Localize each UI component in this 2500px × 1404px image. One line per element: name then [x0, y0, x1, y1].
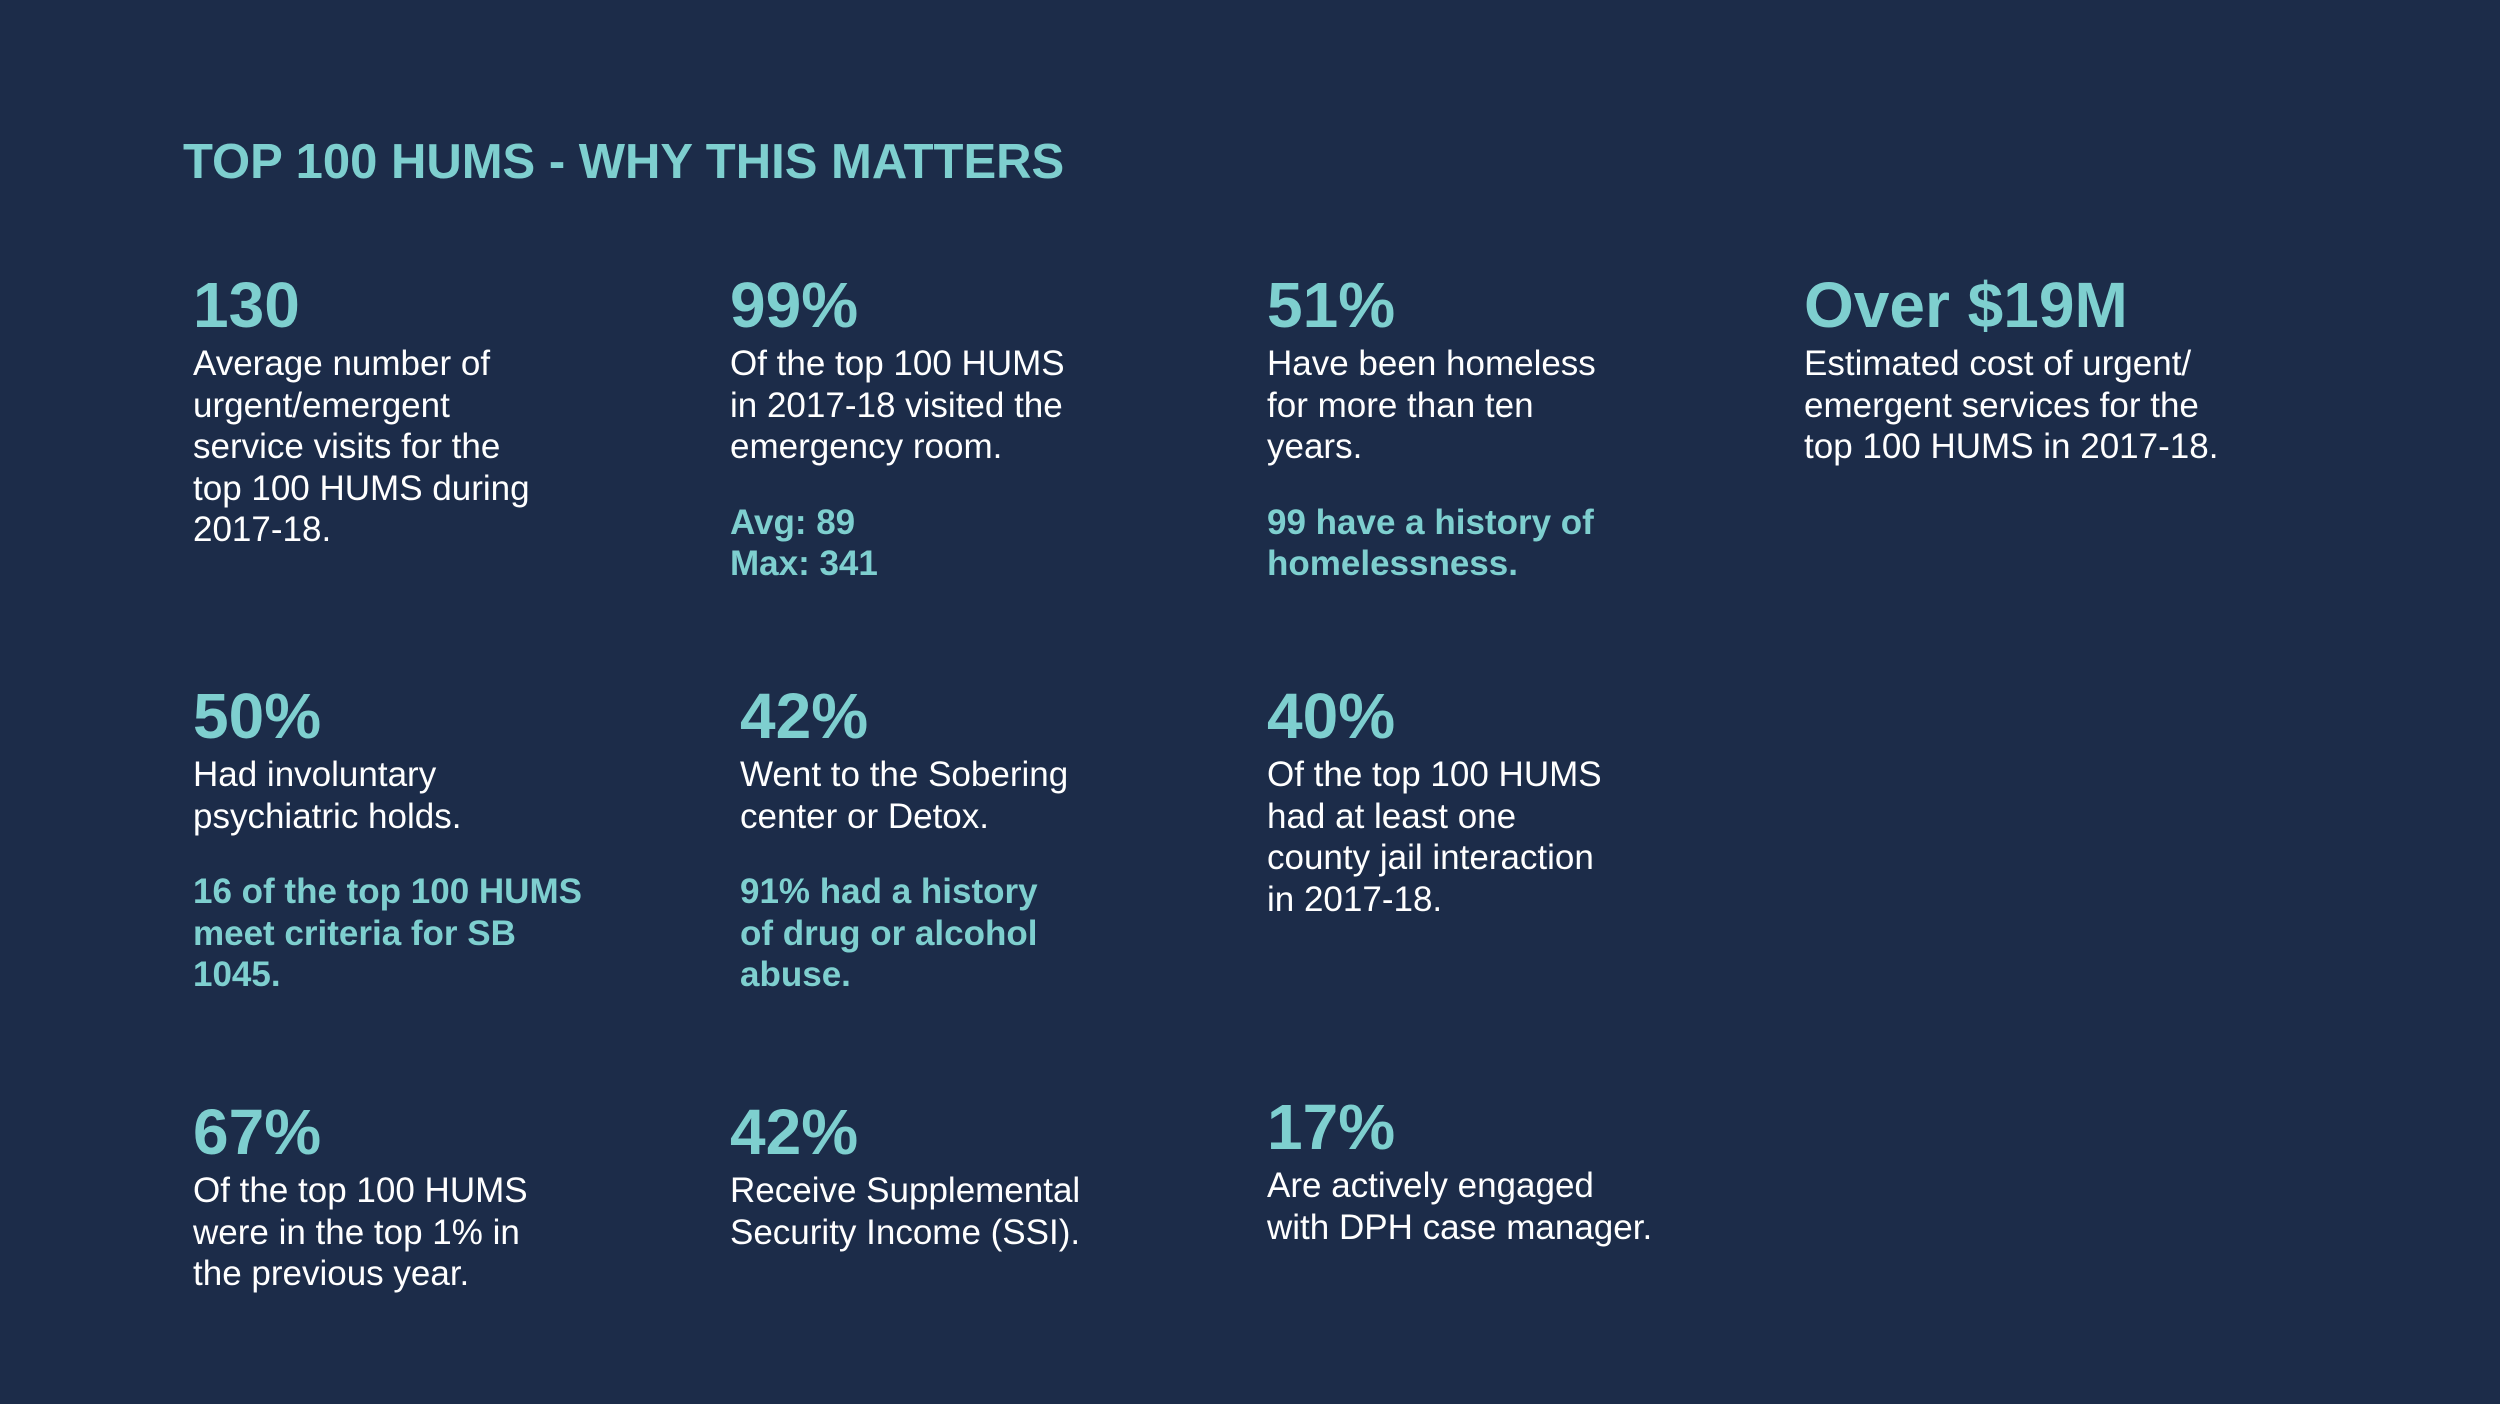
stat-value: 42%	[740, 680, 869, 752]
stat-jail-interaction: 40% Of the top 100 HUMS had at least one…	[1267, 684, 1767, 920]
stat-ssi: 42% Receive Supplemental Security Income…	[730, 1100, 1230, 1253]
stat-description: Of the top 100 HUMS had at least one cou…	[1267, 755, 1602, 919]
stat-note: 99 have a history of homelessness.	[1267, 502, 1594, 584]
stat-value: 51%	[1267, 269, 1396, 341]
stat-note: 91% had a history of drug or alcohol abu…	[740, 872, 1038, 994]
stat-value: 42%	[730, 1096, 859, 1168]
stat-description: Have been homeless for more than ten yea…	[1267, 344, 1596, 466]
stat-description: Estimated cost of urgent/ emergent servi…	[1804, 344, 2219, 466]
stat-description: Had involuntary psychiatric holds.	[193, 755, 462, 836]
stat-description: Of the top 100 HUMS were in the top 1% i…	[193, 1171, 528, 1293]
stat-case-manager: 17% Are actively engaged with DPH case m…	[1267, 1095, 1767, 1248]
stat-description: Went to the Sobering center or Detox.	[740, 755, 1069, 836]
stat-homeless: 51% Have been homeless for more than ten…	[1267, 273, 1767, 585]
stat-psychiatric-holds: 50% Had involuntary psychiatric holds. 1…	[193, 684, 693, 996]
stat-sobering-detox: 42% Went to the Sobering center or Detox…	[740, 684, 1240, 996]
stat-urgent-visits: 130 Average number of urgent/emergent se…	[193, 273, 693, 551]
stat-emergency-room: 99% Of the top 100 HUMS in 2017-18 visit…	[730, 273, 1230, 585]
stat-value: 67%	[193, 1096, 322, 1168]
stat-top-one-percent: 67% Of the top 100 HUMS were in the top …	[193, 1100, 693, 1295]
stat-note: Avg: 89 Max: 341	[730, 502, 878, 584]
stat-value: 17%	[1267, 1091, 1396, 1163]
stat-description: Receive Supplemental Security Income (SS…	[730, 1171, 1081, 1252]
stat-description: Of the top 100 HUMS in 2017-18 visited t…	[730, 344, 1065, 466]
stat-value: 130	[193, 269, 300, 341]
stat-value: 40%	[1267, 680, 1396, 752]
stat-value: Over $19M	[1804, 269, 2128, 341]
stat-description: Are actively engaged with DPH case manag…	[1267, 1166, 1653, 1247]
stat-value: 99%	[730, 269, 859, 341]
stat-cost: Over $19M Estimated cost of urgent/ emer…	[1804, 273, 2304, 468]
stat-value: 50%	[193, 680, 322, 752]
stat-note: 16 of the top 100 HUMS meet criteria for…	[193, 872, 582, 994]
slide-title: TOP 100 HUMS - WHY THIS MATTERS	[183, 135, 1065, 189]
stat-description: Average number of urgent/emergent servic…	[193, 344, 530, 549]
